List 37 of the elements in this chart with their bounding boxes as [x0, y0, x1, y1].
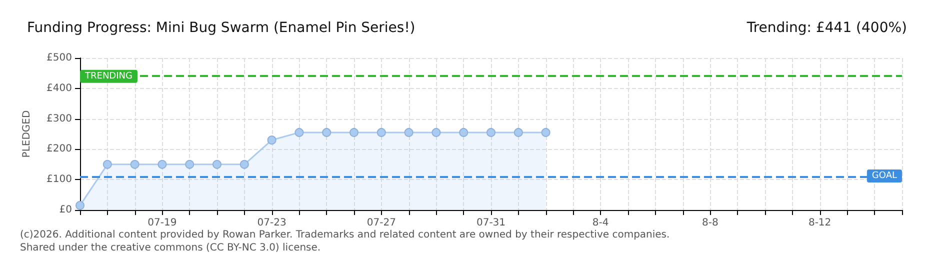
point	[240, 160, 249, 169]
point	[486, 128, 496, 137]
point	[514, 128, 523, 137]
point	[322, 128, 332, 137]
point	[212, 160, 222, 169]
x-tick-label: 8-4	[592, 218, 609, 228]
chart-title: Funding Progress: Mini Bug Swarm (Enamel Pin Series!)	[27, 20, 416, 36]
y-tick-label: £100	[46, 174, 72, 186]
y-tick-label: £0	[59, 204, 72, 216]
point	[432, 128, 441, 137]
point	[376, 128, 386, 137]
x-tick-label: 8-8	[702, 218, 718, 228]
x-tick-label: 07-19	[148, 218, 177, 228]
point	[541, 128, 550, 137]
x-tick-label: 07-31	[476, 218, 506, 228]
point	[350, 128, 358, 137]
x-tick-label: 8-12	[808, 218, 832, 228]
y-tick-label: £300	[46, 113, 72, 124]
chart-subtitle: Trending: £441 (400%)	[746, 20, 908, 36]
point	[294, 128, 304, 137]
point	[267, 136, 276, 145]
text: (c)2026. Additional content provided by Rowan Parker. Trademarks and related content are owned by their respective companies.	[20, 230, 670, 240]
x-tick-label: 07-27	[366, 218, 396, 228]
text: Shared under the creative commons (CC BY-NC 3.0) license.	[20, 242, 321, 254]
point	[158, 160, 167, 169]
y-axis-title: PLEDGED	[22, 110, 32, 158]
y-tick-label: £400	[46, 82, 72, 94]
x-tick-label: 07-23	[257, 218, 286, 228]
y-tick-label: £500	[46, 52, 72, 64]
point	[459, 128, 468, 137]
y-tick-label: £200	[46, 144, 72, 155]
ref-line-label: TRENDING	[84, 71, 132, 82]
ref-line-label: GOAL	[872, 171, 897, 182]
point	[130, 160, 140, 169]
point	[404, 128, 414, 137]
point	[102, 160, 112, 169]
point	[185, 160, 194, 169]
